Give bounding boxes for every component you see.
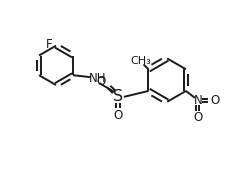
Text: O: O [97, 75, 106, 88]
Text: O: O [193, 111, 202, 124]
Text: O: O [210, 94, 219, 107]
Text: O: O [114, 109, 123, 122]
Text: NH: NH [89, 72, 106, 85]
Text: N: N [193, 94, 202, 107]
Text: S: S [113, 89, 123, 104]
Text: F: F [46, 38, 53, 51]
Text: CH₃: CH₃ [130, 56, 151, 66]
